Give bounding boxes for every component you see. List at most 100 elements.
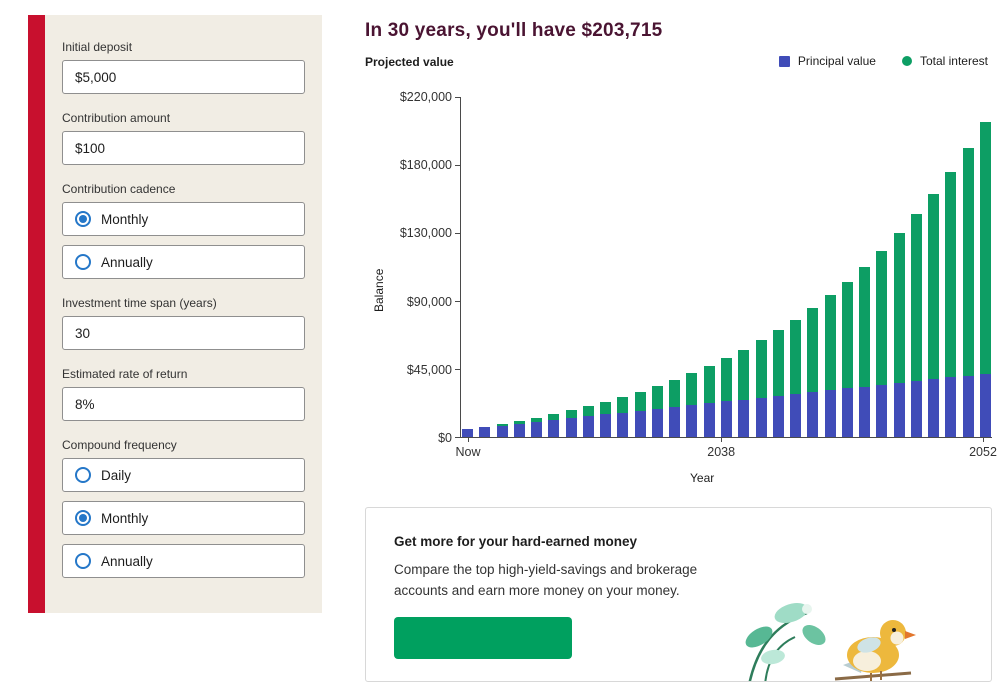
- stacked-bar[interactable]: [859, 97, 871, 437]
- stacked-bar[interactable]: [790, 97, 802, 437]
- stacked-bar[interactable]: [979, 97, 991, 437]
- y-axis-tick-label: $180,000: [399, 158, 452, 173]
- bar-segment-principal: [910, 381, 922, 437]
- rate-of-return-label: Estimated rate of return: [62, 367, 188, 381]
- bar-segment-interest: [979, 122, 991, 374]
- y-axis-tick-mark: [455, 369, 460, 370]
- x-axis-tick-mark: [983, 437, 984, 442]
- bar-segment-principal: [496, 425, 508, 437]
- projected-value-chart: Now 2038 2052: [455, 97, 997, 459]
- bar-segment-principal: [565, 418, 577, 437]
- stacked-bar[interactable]: [945, 97, 957, 437]
- stacked-bar[interactable]: [548, 97, 560, 437]
- stacked-bar[interactable]: [962, 97, 974, 437]
- bar-segment-principal: [617, 412, 629, 437]
- promo-title: Get more for your hard-earned money: [394, 534, 638, 549]
- stacked-bar[interactable]: [479, 97, 491, 437]
- x-axis-tick-mark: [468, 437, 469, 442]
- stacked-bar[interactable]: [824, 97, 836, 437]
- stacked-bar[interactable]: [634, 97, 646, 437]
- bar-segment-principal: [755, 397, 767, 437]
- bar-segment-interest: [841, 281, 853, 389]
- y-axis-tick-label: $130,000: [399, 226, 452, 241]
- stacked-bar[interactable]: [462, 97, 473, 437]
- rate-of-return-input[interactable]: [62, 387, 305, 421]
- x-axis-tick-label-now: Now: [455, 445, 481, 459]
- stacked-bar[interactable]: [755, 97, 767, 437]
- stacked-bar[interactable]: [582, 97, 594, 437]
- stacked-bar[interactable]: [496, 97, 508, 437]
- principal-swatch-icon: [778, 55, 790, 67]
- stacked-bar[interactable]: [617, 97, 629, 437]
- bar-segment-principal: [893, 382, 905, 437]
- initial-deposit-input[interactable]: [62, 60, 305, 94]
- x-axis-tick-label-2038: 2038: [707, 445, 736, 459]
- promo-card: Get more for your hard-earned money Comp…: [365, 507, 992, 682]
- stacked-bar[interactable]: [720, 97, 732, 437]
- bar-segment-interest: [859, 266, 871, 387]
- stacked-bar[interactable]: [807, 97, 819, 437]
- stacked-bar[interactable]: [772, 97, 784, 437]
- bar-segment-principal: [738, 399, 750, 437]
- bar-segment-principal: [669, 407, 681, 437]
- bar-segment-interest: [910, 214, 922, 382]
- y-axis-tick-mark: [455, 233, 460, 234]
- time-span-label: Investment time span (years): [62, 296, 217, 310]
- bar-segment-interest: [496, 423, 508, 426]
- cadence-option-monthly[interactable]: Monthly: [62, 202, 305, 236]
- stacked-bar[interactable]: [669, 97, 681, 437]
- contribution-amount-input[interactable]: [62, 131, 305, 165]
- bar-segment-principal: [807, 392, 819, 437]
- y-axis-tick-mark: [455, 165, 460, 166]
- radio-icon: [75, 211, 91, 227]
- bar-segment-interest: [720, 357, 732, 402]
- bar-segment-interest: [790, 319, 802, 395]
- stacked-bar[interactable]: [565, 97, 577, 437]
- stacked-bar[interactable]: [841, 97, 853, 437]
- field-initial-deposit: Initial deposit: [62, 40, 305, 94]
- stacked-bar[interactable]: [686, 97, 698, 437]
- bar-segment-principal: [772, 395, 784, 437]
- bar-segment-interest: [513, 420, 525, 424]
- contribution-amount-label: Contribution amount: [62, 111, 171, 125]
- frequency-option-annually[interactable]: Annually: [62, 544, 305, 578]
- stacked-bar[interactable]: [893, 97, 905, 437]
- stacked-bar[interactable]: [703, 97, 715, 437]
- red-accent-bar: [28, 15, 45, 613]
- legend-item: Total interest: [901, 54, 988, 68]
- frequency-option-monthly[interactable]: Monthly: [62, 501, 305, 535]
- bar-segment-interest: [669, 379, 681, 408]
- bar-segment-principal: [600, 414, 612, 437]
- legend-item: Principal value: [778, 54, 876, 68]
- stacked-bar[interactable]: [531, 97, 543, 437]
- stacked-bar[interactable]: [600, 97, 612, 437]
- stacked-bar[interactable]: [651, 97, 663, 437]
- bar-segment-principal: [945, 377, 957, 437]
- bar-segment-interest: [772, 330, 784, 396]
- stacked-bar[interactable]: [928, 97, 940, 437]
- bar-segment-interest: [824, 295, 836, 391]
- result-headline: In 30 years, you'll have $203,715: [365, 20, 663, 41]
- frequency-option-daily[interactable]: Daily: [62, 458, 305, 492]
- chart-title: Projected value: [365, 55, 454, 69]
- field-rate-of-return: Estimated rate of return: [62, 367, 305, 421]
- bar-segment-interest: [548, 414, 560, 420]
- promo-cta-button[interactable]: [394, 616, 572, 659]
- stacked-bar[interactable]: [910, 97, 922, 437]
- y-axis-title: Balance: [372, 268, 386, 312]
- bar-segment-interest: [565, 410, 577, 419]
- stacked-bar[interactable]: [513, 97, 525, 437]
- bar-segment-principal: [841, 388, 853, 437]
- y-axis-tick-mark: [455, 301, 460, 302]
- bar-segment-principal: [651, 408, 663, 437]
- calculator-form-panel: Initial deposit Contribution amount Cont…: [28, 15, 322, 613]
- bar-segment-principal: [531, 421, 543, 437]
- bar-segment-interest: [945, 172, 957, 378]
- bar-segment-principal: [686, 405, 698, 437]
- time-span-input[interactable]: [62, 316, 305, 350]
- cadence-option-annually[interactable]: Annually: [62, 245, 305, 279]
- stacked-bar[interactable]: [876, 97, 888, 437]
- bar-segment-interest: [617, 396, 629, 413]
- frequency-daily-label: Daily: [101, 467, 132, 483]
- stacked-bar[interactable]: [738, 97, 750, 437]
